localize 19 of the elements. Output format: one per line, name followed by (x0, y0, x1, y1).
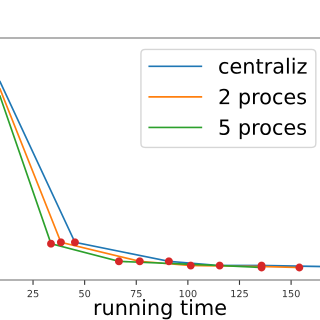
legend-label: 5 proces (220, 120, 306, 140)
x-tick-label: 100 (180, 290, 197, 298)
point (186, 262, 195, 270)
point (56, 238, 65, 246)
legend-label: centraliz (219, 58, 307, 74)
legend-label: 2 proces (220, 88, 306, 108)
point (47, 240, 55, 248)
point (136, 257, 144, 266)
point (295, 264, 304, 272)
point (114, 257, 123, 266)
x-tick-label: 75 (130, 290, 142, 298)
point (70, 238, 79, 246)
x-axis-title: running time (94, 299, 226, 320)
point (164, 257, 173, 266)
x-tick-label: 50 (79, 290, 90, 298)
point (216, 262, 224, 270)
x-tick-label: 125 (231, 290, 248, 298)
x-tick-label: 25 (28, 290, 38, 298)
x-tick-label: 150 (282, 290, 300, 298)
